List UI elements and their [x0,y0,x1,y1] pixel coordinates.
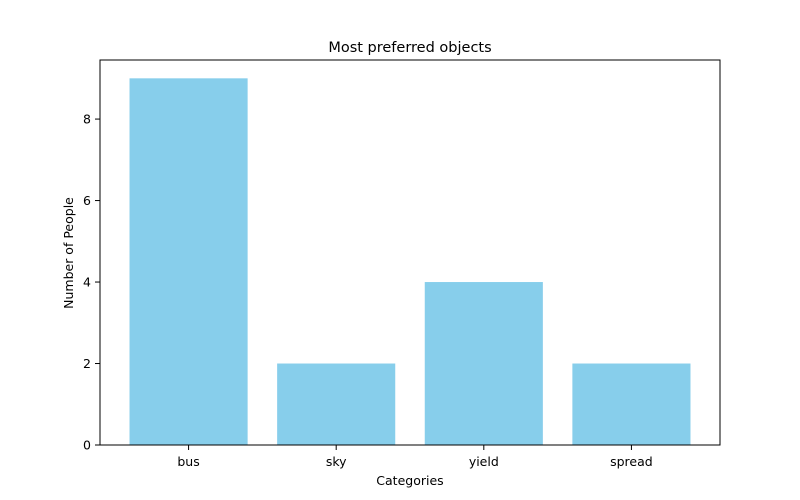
y-axis-label: Number of People [61,197,76,309]
bar-sky [277,363,396,445]
x-tick-label: spread [610,454,653,469]
y-tick-label: 2 [83,356,91,371]
y-tick-label: 4 [83,275,91,290]
x-tick-label: yield [469,454,499,469]
x-tick-label: sky [326,454,347,469]
x-axis-label: Categories [376,473,443,488]
bar-yield [424,282,543,445]
y-tick-label: 8 [83,112,91,127]
y-tick-label: 0 [83,438,91,453]
bar-spread [572,363,691,445]
bars-layer [129,78,691,445]
x-tick-label: bus [177,454,199,469]
y-axis-ticks: 0 2 4 6 8 [83,112,100,453]
chart-title: Most preferred objects [328,40,491,56]
bar-bus [129,78,248,445]
plot-area-frame [99,59,721,446]
y-tick-label: 6 [83,193,91,208]
x-axis-ticks: bus sky yield spread [177,445,653,469]
